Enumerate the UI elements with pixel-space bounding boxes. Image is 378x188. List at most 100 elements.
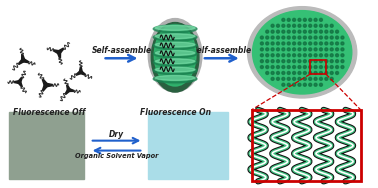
Circle shape xyxy=(271,77,274,80)
Circle shape xyxy=(304,83,306,86)
Ellipse shape xyxy=(155,67,195,72)
Text: Organic Solvent Vapor: Organic Solvent Vapor xyxy=(75,153,158,159)
Circle shape xyxy=(330,36,333,39)
Circle shape xyxy=(266,36,269,39)
Circle shape xyxy=(319,30,322,33)
Ellipse shape xyxy=(153,25,197,33)
Circle shape xyxy=(293,48,296,51)
Circle shape xyxy=(309,83,312,86)
Circle shape xyxy=(304,77,306,80)
Circle shape xyxy=(293,83,296,86)
Circle shape xyxy=(314,66,317,69)
Polygon shape xyxy=(58,48,64,54)
Circle shape xyxy=(282,24,285,27)
Circle shape xyxy=(309,24,312,27)
Polygon shape xyxy=(46,83,53,87)
Polygon shape xyxy=(57,52,60,58)
Circle shape xyxy=(325,54,328,57)
Circle shape xyxy=(282,18,285,21)
Ellipse shape xyxy=(153,42,197,49)
Circle shape xyxy=(314,60,317,63)
Circle shape xyxy=(282,48,285,51)
Circle shape xyxy=(304,48,306,51)
Ellipse shape xyxy=(153,50,197,58)
Circle shape xyxy=(336,71,339,74)
Circle shape xyxy=(325,77,328,80)
Circle shape xyxy=(330,48,333,51)
Circle shape xyxy=(266,54,269,57)
Ellipse shape xyxy=(155,34,195,39)
Circle shape xyxy=(314,54,317,57)
Circle shape xyxy=(276,24,279,27)
Ellipse shape xyxy=(153,67,197,75)
Circle shape xyxy=(298,71,301,74)
Polygon shape xyxy=(79,67,82,72)
Circle shape xyxy=(319,77,322,80)
Circle shape xyxy=(266,30,269,33)
Circle shape xyxy=(319,54,322,57)
Circle shape xyxy=(309,42,312,45)
Polygon shape xyxy=(65,89,70,94)
Circle shape xyxy=(309,18,312,21)
Circle shape xyxy=(314,24,317,27)
Circle shape xyxy=(276,71,279,74)
Circle shape xyxy=(314,71,317,74)
Ellipse shape xyxy=(153,75,197,83)
Circle shape xyxy=(287,66,290,69)
Circle shape xyxy=(276,42,279,45)
Circle shape xyxy=(319,36,322,39)
Circle shape xyxy=(293,18,296,21)
Bar xyxy=(251,110,361,181)
Circle shape xyxy=(304,30,306,33)
Circle shape xyxy=(325,60,328,63)
Circle shape xyxy=(260,42,263,45)
Circle shape xyxy=(271,71,274,74)
Circle shape xyxy=(336,30,339,33)
Circle shape xyxy=(336,36,339,39)
Circle shape xyxy=(276,48,279,51)
Circle shape xyxy=(304,18,306,21)
Polygon shape xyxy=(18,81,22,87)
Circle shape xyxy=(314,36,317,39)
Circle shape xyxy=(298,42,301,45)
Circle shape xyxy=(282,60,285,63)
Text: Fluorescence On: Fluorescence On xyxy=(139,108,211,117)
Circle shape xyxy=(304,71,306,74)
Circle shape xyxy=(293,36,296,39)
Polygon shape xyxy=(67,85,70,90)
Circle shape xyxy=(314,18,317,21)
Polygon shape xyxy=(18,77,22,83)
Circle shape xyxy=(276,60,279,63)
Circle shape xyxy=(287,60,290,63)
Circle shape xyxy=(309,48,312,51)
Circle shape xyxy=(325,30,328,33)
Circle shape xyxy=(304,42,306,45)
Ellipse shape xyxy=(253,11,352,94)
Circle shape xyxy=(282,83,285,86)
Circle shape xyxy=(282,36,285,39)
Circle shape xyxy=(271,54,274,57)
Circle shape xyxy=(266,71,269,74)
Circle shape xyxy=(287,48,290,51)
Ellipse shape xyxy=(153,58,197,66)
Circle shape xyxy=(293,30,296,33)
Circle shape xyxy=(304,60,306,63)
Polygon shape xyxy=(76,71,82,75)
Circle shape xyxy=(276,30,279,33)
Circle shape xyxy=(287,83,290,86)
Circle shape xyxy=(330,60,333,63)
Ellipse shape xyxy=(155,50,195,55)
Bar xyxy=(148,112,228,179)
Circle shape xyxy=(336,60,339,63)
Polygon shape xyxy=(80,71,85,75)
Circle shape xyxy=(298,77,301,80)
Circle shape xyxy=(336,48,339,51)
Circle shape xyxy=(341,66,344,69)
Circle shape xyxy=(319,48,322,51)
Circle shape xyxy=(276,36,279,39)
Circle shape xyxy=(282,30,285,33)
Circle shape xyxy=(319,71,322,74)
Circle shape xyxy=(282,42,285,45)
Ellipse shape xyxy=(155,75,195,80)
Circle shape xyxy=(330,54,333,57)
